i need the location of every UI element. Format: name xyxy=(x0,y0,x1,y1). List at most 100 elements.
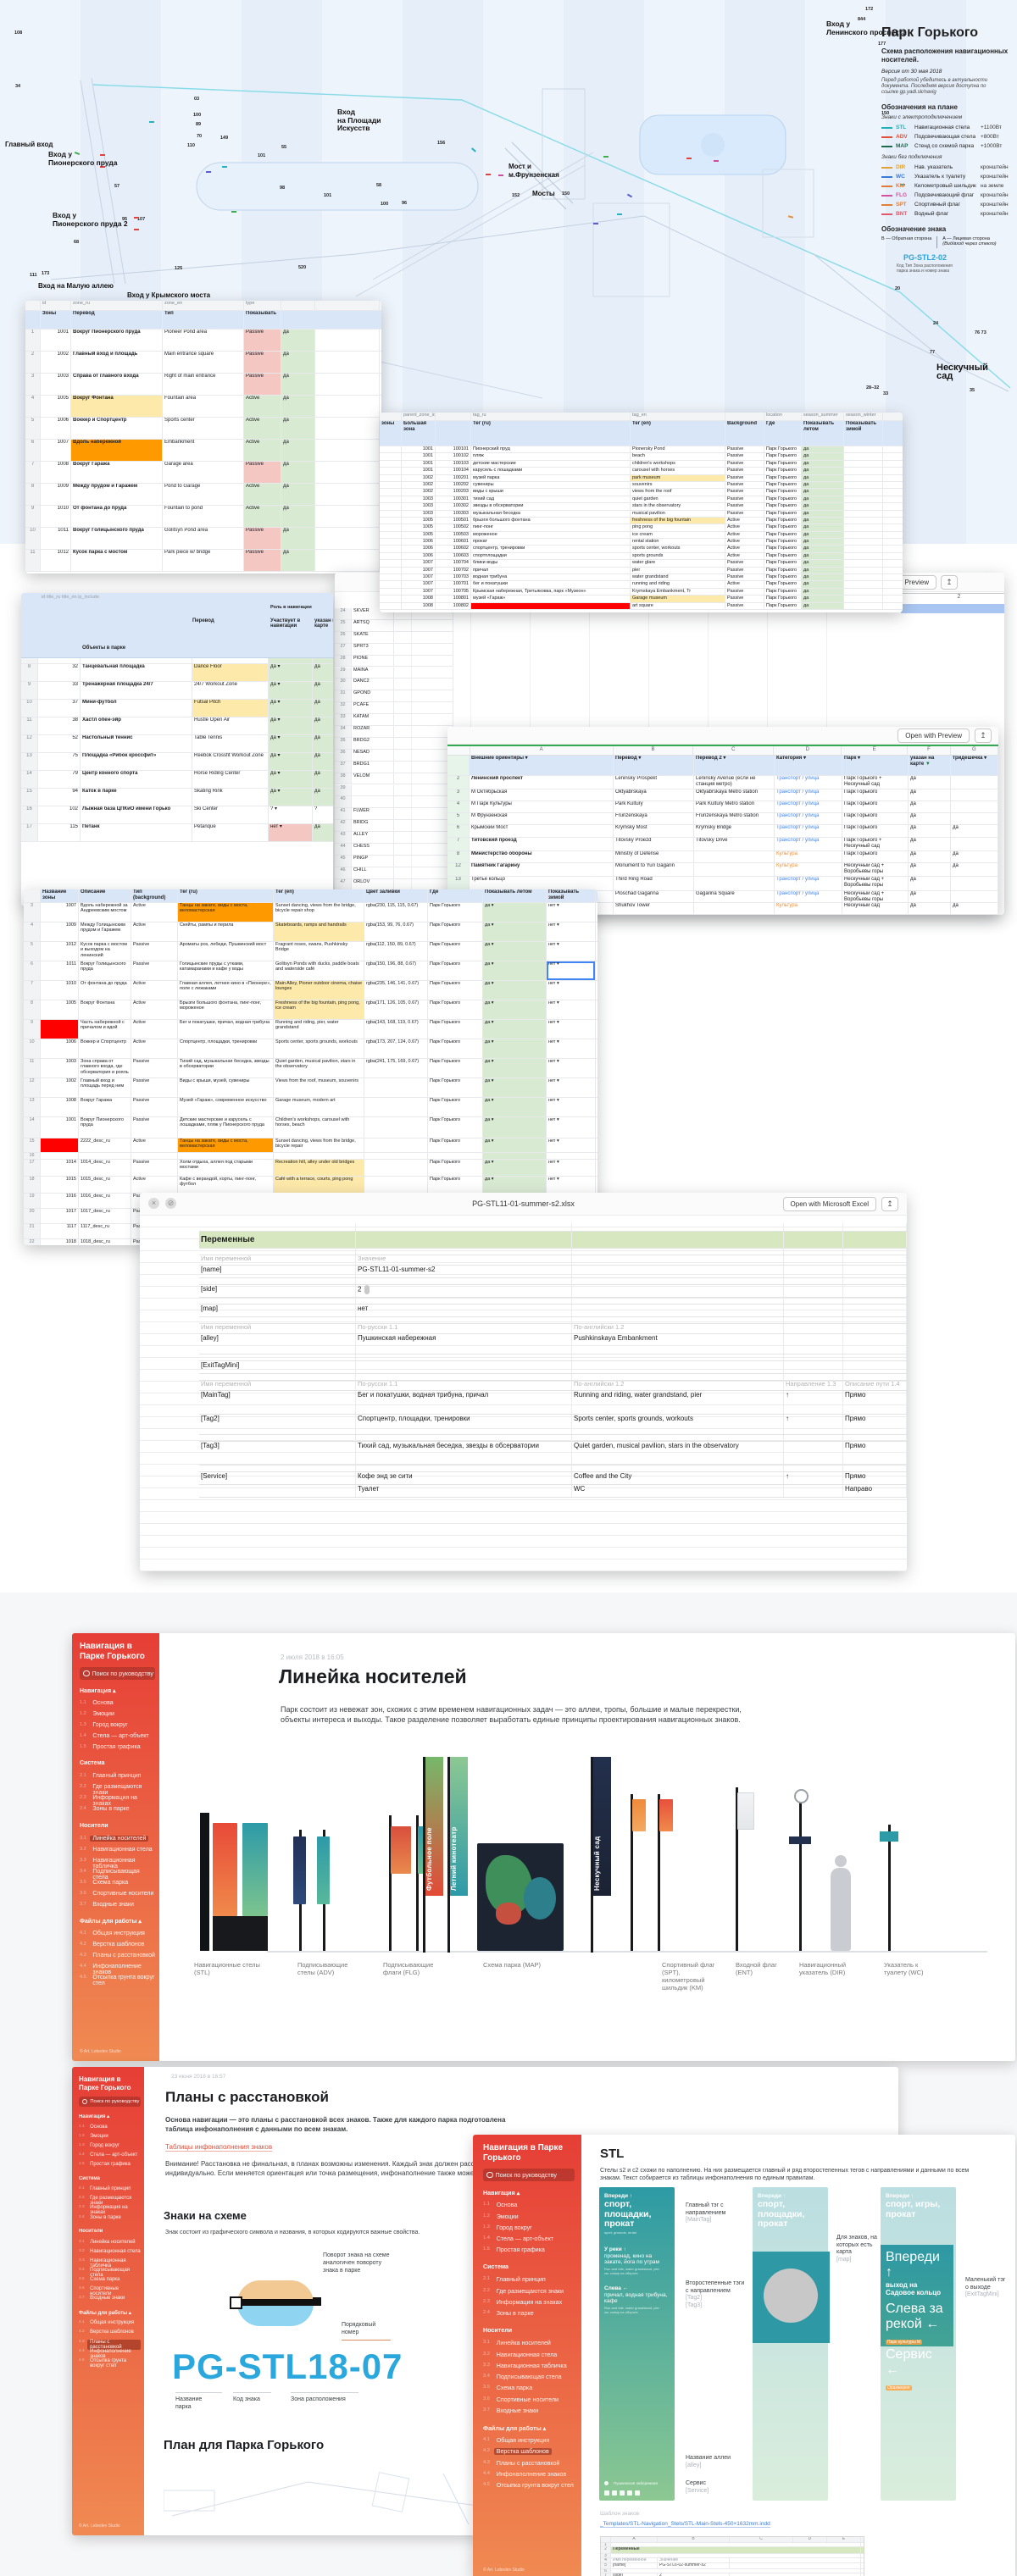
cell[interactable] xyxy=(394,726,453,737)
cell[interactable]: Прямо xyxy=(843,1415,907,1434)
extra[interactable] xyxy=(951,813,998,824)
row-number[interactable]: 10 xyxy=(24,1039,41,1058)
sidebar-item-2.3[interactable]: 2.3 Информация на знаках xyxy=(80,1795,156,1807)
zone-name-en[interactable]: Park piece w/ bridge xyxy=(163,550,244,571)
sidebar-item-4.1[interactable]: 4.1 Общая инструкция xyxy=(483,2437,578,2444)
zone-name-en[interactable]: Embankment xyxy=(163,440,244,461)
tag-en[interactable]: Children's workshops, carousel with hors… xyxy=(274,1117,364,1138)
sidebar-item-2.1[interactable]: 2.1 Главный принцип xyxy=(483,2276,578,2283)
column-letter[interactable]: F xyxy=(908,746,951,755)
cell[interactable]: Имя переменной xyxy=(199,1324,356,1333)
season-winter[interactable] xyxy=(844,453,883,460)
cell[interactable] xyxy=(315,528,380,549)
block-icon[interactable]: ⊘ xyxy=(165,1198,176,1209)
zone-type[interactable]: Passive xyxy=(131,1117,178,1138)
sidebar-item-3.1[interactable]: 3.1 Линейка носителей xyxy=(483,2340,578,2346)
column-letter[interactable]: G xyxy=(951,746,998,755)
sidebar-item-2.1[interactable]: 2.1 Главный принцип xyxy=(80,1773,156,1779)
tag-en[interactable]: ping pong xyxy=(631,524,725,531)
translation-2[interactable]: Titovsky Drive xyxy=(694,838,775,850)
cell[interactable] xyxy=(394,773,453,784)
column-header[interactable]: Показывать зимой xyxy=(844,421,883,446)
row-number[interactable]: 4 xyxy=(447,801,470,812)
sidebar-item-4.5[interactable]: 4.5 Отсыпка грунта вокруг стел xyxy=(483,2482,578,2489)
tag-en[interactable]: souvenirs xyxy=(631,481,725,489)
object-code[interactable]: GPOND xyxy=(352,690,394,702)
sidebar-item-3.6[interactable]: 3.6 Спортивные носители xyxy=(483,2396,578,2403)
show-summer[interactable]: да xyxy=(281,462,315,483)
tag-en[interactable]: Running and riding, pier, water grandsta… xyxy=(274,1020,364,1039)
object-code[interactable]: KATAM xyxy=(352,714,394,725)
column-header[interactable]: Показывать зимой xyxy=(547,889,596,902)
season-winter[interactable] xyxy=(844,489,883,496)
field-name[interactable]: tag_ru xyxy=(471,413,631,420)
row-number[interactable]: 34 xyxy=(335,726,352,737)
zone-id[interactable]: 1014 xyxy=(41,1160,79,1176)
translation-1[interactable]: Ministry of Defense xyxy=(614,851,694,862)
extra[interactable] xyxy=(951,891,998,902)
show-winter[interactable]: нет ▾ xyxy=(547,922,596,941)
background-type[interactable]: Passive xyxy=(725,574,764,581)
on-map[interactable]: да xyxy=(909,825,951,837)
zone-id[interactable]: 1003 xyxy=(41,374,71,395)
location[interactable]: Парк Горького xyxy=(764,581,802,588)
tag-en[interactable]: Pionersky Pond xyxy=(631,446,725,453)
location[interactable]: Парк Горького xyxy=(764,517,802,524)
background-type[interactable]: Active xyxy=(725,546,764,552)
cell[interactable] xyxy=(199,1435,356,1441)
row-number[interactable]: 15 xyxy=(21,789,38,806)
cell[interactable] xyxy=(315,374,380,395)
cell[interactable] xyxy=(315,330,380,351)
tag-ru[interactable]: музей парка xyxy=(471,474,631,481)
nav-flag[interactable]: да ▾ xyxy=(269,700,313,717)
show-summer[interactable]: да ▾ xyxy=(483,1059,547,1077)
translation-2[interactable]: Krymsky Bridge xyxy=(694,825,775,837)
tag-en[interactable]: water glare xyxy=(631,560,725,567)
season-winter[interactable] xyxy=(844,468,883,474)
cell[interactable] xyxy=(784,1305,843,1316)
cell[interactable]: [name] xyxy=(199,1266,356,1277)
tag-en[interactable]: Freshness of the big fountain, ping pong… xyxy=(274,1000,364,1019)
zone-name-en[interactable]: Garage area xyxy=(163,462,244,483)
zone-id[interactable]: 1002 xyxy=(402,489,436,496)
tag-en[interactable]: beach xyxy=(631,453,725,460)
landmark-ru[interactable]: Министерство обороны xyxy=(470,851,614,862)
tag-en[interactable]: water grandstand xyxy=(631,574,725,581)
sidebar-item-3.5[interactable]: 3.5 Схема парка xyxy=(79,2277,141,2282)
tag-en[interactable]: Sports center, sports grounds, workouts xyxy=(274,1039,364,1058)
object-code[interactable]: PIONE xyxy=(352,655,394,667)
background-type[interactable]: Passive xyxy=(725,489,764,496)
row-number[interactable]: 26 xyxy=(335,631,352,643)
row-number[interactable]: 12 xyxy=(24,1078,41,1097)
season-winter[interactable] xyxy=(844,503,883,510)
tag-en[interactable]: rental station xyxy=(631,539,725,546)
cell[interactable] xyxy=(394,855,453,867)
cell[interactable] xyxy=(315,506,380,527)
zone-description[interactable]: Вокруг Голицынского пруда xyxy=(79,961,131,980)
share-icon[interactable]: ↥ xyxy=(975,728,992,743)
row-number[interactable]: 2 xyxy=(447,776,470,789)
zone-id[interactable]: 1013 xyxy=(41,1020,79,1039)
cell[interactable]: [Tag3] xyxy=(199,1442,356,1465)
location[interactable]: Парк Горького xyxy=(764,524,802,531)
cell[interactable]: По-русски 1.1 xyxy=(356,1381,572,1390)
field-name[interactable] xyxy=(380,413,402,420)
tag-en[interactable]: views from the roof xyxy=(631,489,725,496)
cell[interactable]: По-английски 1.2 xyxy=(572,1381,784,1390)
row-number[interactable]: 45 xyxy=(335,855,352,867)
column-header[interactable]: Тег (en) xyxy=(274,889,364,902)
location[interactable]: Парк Горького xyxy=(428,922,483,941)
show-summer[interactable]: да ▾ xyxy=(483,1117,547,1138)
column-letter[interactable]: D xyxy=(793,2537,827,2542)
fill-color[interactable]: rgba(150, 196, 88, 0.67) xyxy=(364,961,428,980)
location[interactable]: Парк Горького xyxy=(764,446,802,453)
sidebar-item-3.7[interactable]: 3.7 Входные знаки xyxy=(79,2296,141,2301)
tag-ru[interactable]: звезды в обсерватории xyxy=(471,503,631,510)
zone-description[interactable]: 1015_desc_ru xyxy=(79,1177,131,1193)
landmark-ru[interactable]: Титовский проезд xyxy=(470,838,614,850)
season-summer[interactable]: да xyxy=(802,560,844,567)
background-type[interactable]: Passive xyxy=(725,468,764,474)
row-number[interactable]: 12 xyxy=(21,735,38,752)
cell[interactable] xyxy=(843,1324,907,1333)
row-number[interactable]: 25 xyxy=(335,619,352,631)
